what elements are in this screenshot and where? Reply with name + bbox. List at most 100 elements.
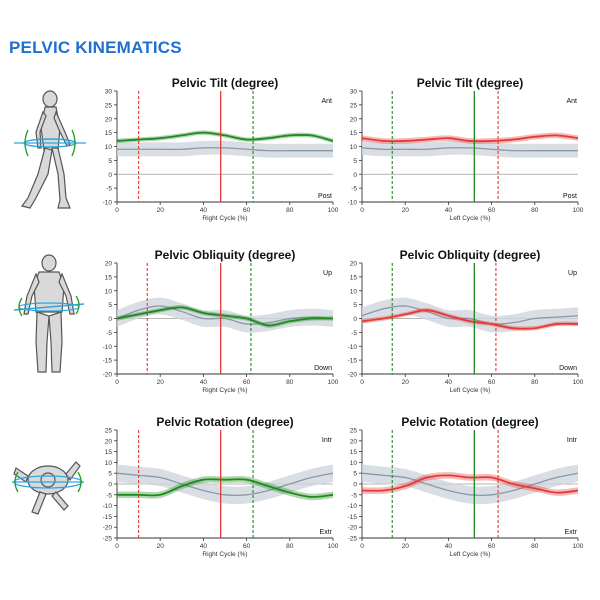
y-tick-label: 5: [353, 471, 357, 478]
x-tick-label: 80: [531, 543, 539, 550]
y-tick-label: 0: [108, 482, 112, 489]
normal-mean-line: [361, 472, 579, 496]
x-tick-label: 20: [402, 543, 410, 550]
y-tick-label: -5: [351, 186, 357, 193]
x-tick-label: 60: [243, 543, 251, 550]
x-tick-label: 60: [243, 379, 251, 386]
y-tick-label: -15: [348, 358, 358, 365]
y-tick-label: 20: [350, 438, 358, 445]
x-tick-label: 40: [200, 379, 208, 386]
y-tick-label: 30: [350, 89, 358, 96]
y-tick-label: 15: [105, 274, 113, 281]
y-tick-label: 15: [350, 130, 358, 137]
patient-line: [361, 134, 579, 143]
patient-line: [116, 306, 334, 327]
normal-band: [362, 464, 578, 504]
y-tick-label: -5: [351, 330, 357, 337]
top-direction-label: Ant: [321, 98, 332, 105]
x-tick-label: 20: [157, 379, 165, 386]
y-tick-label: 20: [105, 261, 113, 268]
y-tick-label: -10: [103, 200, 113, 207]
y-tick-label: 5: [108, 302, 112, 309]
y-tick-label: 10: [105, 460, 113, 467]
y-tick-label: 25: [350, 102, 358, 109]
y-tick-label: -15: [348, 514, 358, 521]
y-tick-label: 15: [350, 449, 358, 456]
top-direction-label: Up: [568, 270, 577, 277]
x-tick-label: 100: [573, 379, 584, 386]
y-tick-label: -5: [351, 492, 357, 499]
patient-band: [362, 132, 578, 144]
y-tick-label: 5: [353, 158, 357, 165]
x-tick-label: 40: [445, 207, 453, 214]
y-tick-label: 0: [108, 316, 112, 323]
normal-mean-line: [116, 472, 334, 496]
x-tick-label: 20: [402, 207, 410, 214]
y-tick-label: 10: [350, 288, 358, 295]
x-tick-label: 0: [115, 543, 119, 550]
y-tick-label: 20: [105, 116, 113, 123]
x-tick-label: 0: [115, 379, 119, 386]
y-tick-label: 5: [108, 158, 112, 165]
normal-band: [117, 464, 333, 504]
bottom-direction-label: Extr: [565, 529, 578, 536]
y-tick-label: -5: [106, 492, 112, 499]
y-tick-label: 0: [353, 482, 357, 489]
walking-figure-icon: [14, 90, 86, 209]
y-tick-label: 25: [105, 428, 113, 435]
chart-obliquity-right: Pelvic Obliquity (degree) -20 -15 -10 -5 0 5 10…: [103, 248, 339, 394]
y-tick-label: 10: [350, 144, 358, 151]
top-direction-label: Up: [323, 270, 332, 277]
y-tick-label: 5: [108, 471, 112, 478]
x-axis-label: Right Cycle (%): [202, 215, 247, 222]
x-tick-label: 0: [115, 207, 119, 214]
front-body-figure-icon: [13, 254, 85, 373]
normal-mean-line: [361, 305, 579, 325]
x-tick-label: 40: [200, 543, 208, 550]
y-tick-label: 10: [105, 144, 113, 151]
y-tick-label: 0: [353, 316, 357, 323]
y-tick-label: 15: [105, 130, 113, 137]
y-tick-label: 25: [350, 428, 358, 435]
y-tick-label: -15: [103, 358, 113, 365]
x-tick-label: 0: [360, 379, 364, 386]
chart-obliquity-left: Pelvic Obliquity (degree) -20 -15 -10 -5 0 5 10…: [348, 248, 584, 394]
normal-band: [117, 140, 333, 158]
chart-tilt-right: Pelvic Tilt (degree) -10 -5 0 5 10 15 20 25 30 0 20…: [103, 76, 339, 222]
top-direction-label: Intr: [567, 437, 578, 444]
chart-title: Pelvic Obliquity (degree): [155, 248, 296, 262]
y-tick-label: -5: [106, 186, 112, 193]
x-axis-label: Left Cycle (%): [450, 387, 491, 394]
y-tick-label: 0: [353, 172, 357, 179]
bottom-direction-label: Down: [559, 365, 577, 372]
y-tick-label: -15: [103, 514, 113, 521]
x-axis-label: Right Cycle (%): [202, 387, 247, 394]
x-tick-label: 80: [531, 207, 539, 214]
y-tick-label: 20: [105, 438, 113, 445]
y-tick-label: -10: [348, 200, 358, 207]
y-tick-label: 10: [105, 288, 113, 295]
patient-line: [116, 131, 334, 142]
y-tick-label: 20: [350, 261, 358, 268]
y-tick-label: -25: [348, 536, 358, 543]
y-tick-label: 15: [350, 274, 358, 281]
x-tick-label: 20: [157, 543, 165, 550]
y-tick-label: -20: [348, 372, 358, 379]
y-tick-label: -20: [348, 525, 358, 532]
patient-band: [117, 130, 333, 144]
chart-title: Pelvic Tilt (degree): [172, 76, 278, 90]
x-tick-label: 60: [243, 207, 251, 214]
x-tick-label: 80: [286, 207, 294, 214]
chart-title: Pelvic Obliquity (degree): [400, 248, 541, 262]
bottom-direction-label: Post: [563, 193, 577, 200]
chart-title: Pelvic Rotation (degree): [401, 415, 538, 429]
x-tick-label: 80: [531, 379, 539, 386]
normal-mean-line: [361, 147, 578, 152]
y-tick-label: 0: [108, 172, 112, 179]
x-tick-label: 100: [573, 207, 584, 214]
normal-mean-line: [116, 147, 333, 152]
top-view-figure-icon: [12, 461, 84, 515]
y-tick-label: 15: [105, 449, 113, 456]
y-tick-label: -10: [103, 503, 113, 510]
